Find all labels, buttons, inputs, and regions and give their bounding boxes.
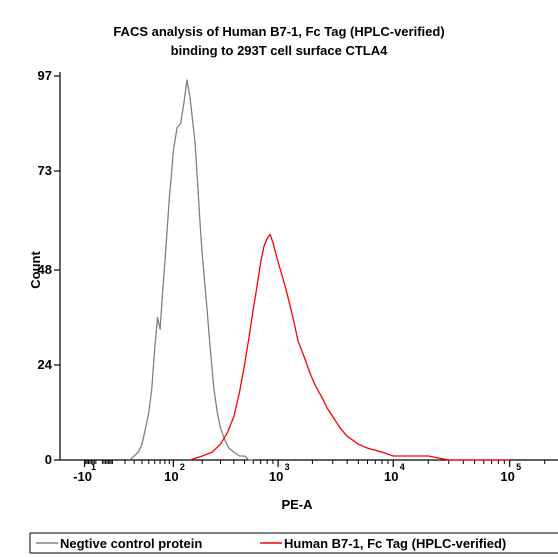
y-tick-label: 48 — [38, 262, 52, 277]
series-line-1 — [129, 79, 254, 461]
x-tick-base: 10 — [500, 469, 514, 484]
y-tick-label: 73 — [38, 163, 52, 178]
x-tick-exponent: 3 — [285, 462, 290, 472]
x-tick-base: 10 — [164, 469, 178, 484]
x-tick-label: -101 — [73, 462, 96, 484]
x-tick-exponent: 1 — [91, 462, 96, 472]
x-tick-exponent: 2 — [180, 462, 185, 472]
y-tick-label: 24 — [38, 357, 53, 372]
y-tick-label: 97 — [38, 68, 52, 83]
x-tick-base: 10 — [269, 469, 283, 484]
x-tick-exponent: 4 — [400, 462, 405, 472]
legend-box — [29, 532, 558, 554]
x-tick-base: -10 — [73, 469, 92, 484]
x-tick-label: 102 — [164, 462, 185, 484]
chart-title-line-1: FACS analysis of Human B7-1, Fc Tag (HPL… — [113, 24, 444, 39]
series-line-2 — [189, 233, 510, 461]
legend: Negtive control protein Human B7-1, Fc Ta… — [29, 532, 558, 554]
y-tick-label: 0 — [45, 452, 52, 467]
x-tick-label: 104 — [384, 462, 405, 484]
x-tick-exponent: 5 — [516, 462, 521, 472]
legend-label-2: Human B7-1, Fc Tag (HPLC-verified) — [284, 536, 506, 551]
x-tick-label: 105 — [500, 462, 521, 484]
legend-label-1: Negtive control protein — [60, 536, 202, 551]
chart-title-line-2: binding to 293T cell surface CTLA4 — [171, 43, 388, 58]
x-axis-label: PE-A — [281, 497, 313, 512]
x-tick-label: 103 — [269, 462, 290, 484]
chart-title: FACS analysis of Human B7-1, Fc Tag (HPL… — [113, 24, 444, 58]
y-axis-label: Count — [28, 251, 43, 289]
x-tick-base: 10 — [384, 469, 398, 484]
